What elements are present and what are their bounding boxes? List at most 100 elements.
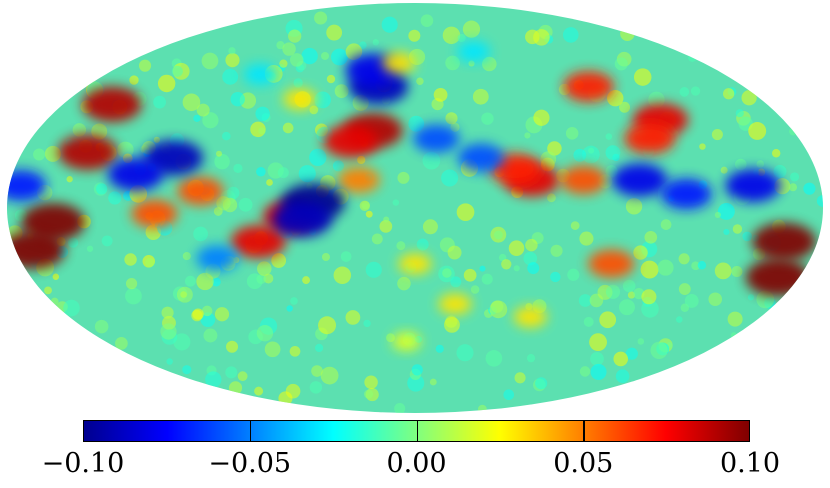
- sky-map-speckle: [579, 366, 591, 377]
- sky-map-speckle: [225, 53, 240, 68]
- sky-map-speckle: [182, 365, 192, 375]
- sky-map-speckle: [445, 112, 458, 125]
- sky-map-speckle: [481, 273, 493, 285]
- sky-map-speckle: [222, 197, 238, 213]
- sky-map-speckle: [422, 219, 438, 235]
- sky-map-speckle: [96, 183, 108, 195]
- sky-map-cold-region: [272, 201, 332, 238]
- sky-map-speckle: [282, 122, 294, 134]
- sky-map-speckle: [302, 276, 311, 285]
- sky-map-speckle: [456, 344, 474, 362]
- sky-map-speckle: [524, 132, 531, 139]
- sky-map-speckle: [650, 341, 668, 359]
- sky-map-speckle: [44, 145, 61, 162]
- sky-map-speckle: [266, 179, 273, 186]
- sky-map-speckle: [525, 238, 538, 252]
- sky-map-speckle: [228, 381, 243, 395]
- sky-map-speckle: [605, 145, 621, 161]
- sky-map-speckle: [741, 90, 757, 106]
- sky-map-speckle: [256, 167, 266, 177]
- colorbar-tick: [416, 421, 418, 441]
- sky-map-speckle: [276, 41, 285, 50]
- sky-map-speckle: [684, 294, 699, 308]
- sky-map-cold-region: [725, 168, 781, 203]
- sky-map-speckle: [214, 307, 230, 322]
- sky-map-speckle: [445, 55, 460, 71]
- sky-map-speckle: [160, 323, 177, 340]
- sky-map-speckle: [567, 268, 580, 281]
- sky-map-cold-region: [611, 163, 668, 197]
- sky-map-hot-region: [560, 165, 607, 195]
- sky-map-speckle: [533, 29, 550, 46]
- sky-map-speckle: [420, 14, 434, 28]
- sky-map-speckle: [364, 389, 374, 399]
- sky-map-speckle: [314, 343, 324, 353]
- sky-map-speckle: [771, 149, 781, 158]
- sky-map-speckle: [513, 265, 520, 272]
- sky-map-speckle: [203, 328, 218, 343]
- sky-map-speckle: [433, 88, 448, 102]
- sky-map-speckle: [605, 284, 621, 299]
- sky-map-speckle: [657, 259, 674, 276]
- sky-map-speckle: [125, 287, 142, 305]
- sky-map-speckle: [254, 386, 264, 396]
- sky-map-speckle: [246, 273, 263, 290]
- sky-map-speckle: [618, 299, 635, 316]
- sky-map-speckle: [286, 305, 293, 312]
- sky-map-speckle: [222, 68, 239, 85]
- sky-map-speckle: [714, 211, 721, 218]
- sky-map-speckle: [237, 371, 248, 382]
- sky-map-speckle: [422, 151, 441, 170]
- sky-map-speckle: [332, 160, 344, 172]
- sky-map-speckle: [582, 145, 600, 164]
- sky-map-speckle: [364, 375, 378, 389]
- sky-map-speckle: [226, 340, 239, 353]
- sky-map-speckle: [201, 305, 213, 317]
- sky-map-speckle: [228, 47, 236, 55]
- sky-map-speckle: [392, 199, 400, 206]
- sky-map-speckle: [756, 160, 765, 168]
- sky-map-speckle: [326, 24, 343, 41]
- sky-map-speckle: [727, 311, 743, 327]
- sky-map-speckle: [101, 235, 113, 247]
- sky-map-hot-region: [438, 293, 472, 315]
- sky-map-speckle: [309, 381, 323, 394]
- sky-map-speckle: [264, 341, 281, 358]
- sky-map-speckle: [456, 203, 475, 222]
- sky-map-speckle: [255, 106, 270, 121]
- sky-map-speckle: [450, 276, 462, 288]
- sky-map-speckle: [679, 87, 690, 97]
- sky-map-speckle: [590, 352, 604, 366]
- sky-map-speckle: [550, 244, 563, 257]
- sky-map-speckle: [408, 29, 421, 42]
- sky-map-speckle: [196, 103, 210, 117]
- sky-map-speckle: [803, 182, 816, 195]
- colorbar-tick-label: −0.05: [208, 448, 292, 479]
- sky-map-speckle: [201, 52, 219, 70]
- sky-map-speckle: [583, 316, 594, 327]
- colorbar-tick-label: 0.00: [386, 448, 447, 479]
- sky-map-hot-region: [563, 71, 614, 103]
- sky-map-speckle: [311, 365, 323, 377]
- sky-map-speckle: [447, 245, 462, 260]
- sky-map-speckle: [732, 224, 743, 234]
- sky-map-cold-region: [196, 245, 239, 272]
- sky-map-speckle: [711, 129, 723, 141]
- sky-map-cold-region: [660, 178, 712, 210]
- sky-map-speckle: [523, 251, 538, 266]
- sky-map-speckle: [526, 354, 536, 363]
- sky-map-speckle: [314, 11, 328, 25]
- sky-map-speckle: [816, 195, 823, 207]
- sky-map-hot-region: [398, 253, 432, 275]
- sky-map-speckle: [282, 42, 296, 56]
- sky-map-speckle: [411, 364, 423, 376]
- sky-map-speckle: [514, 372, 526, 384]
- sky-map-speckle: [535, 377, 548, 390]
- sky-map-speckle: [416, 77, 424, 85]
- sky-map-speckle: [94, 319, 109, 334]
- sky-map-speckle: [501, 259, 512, 270]
- sky-map-speckle: [200, 312, 216, 328]
- sky-map-speckle: [731, 265, 743, 278]
- sky-map-speckle: [258, 127, 266, 135]
- sky-map-speckle: [115, 336, 128, 350]
